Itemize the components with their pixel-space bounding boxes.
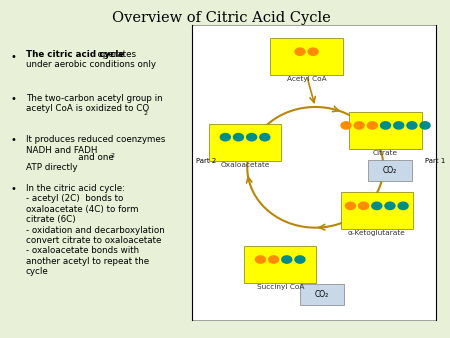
Circle shape [419,121,431,130]
Circle shape [367,121,378,130]
Circle shape [380,121,391,130]
FancyBboxPatch shape [209,124,281,161]
Circle shape [345,201,356,210]
Circle shape [397,201,409,210]
Circle shape [354,121,365,130]
Text: •: • [10,184,16,194]
Circle shape [371,201,382,210]
Text: Succinyl CoA: Succinyl CoA [256,284,304,290]
Circle shape [294,255,306,264]
FancyBboxPatch shape [341,192,413,230]
Text: operates
under aerobic conditions only: operates under aerobic conditions only [26,50,156,69]
Text: α-Ketoglutarate: α-Ketoglutarate [348,230,405,236]
FancyBboxPatch shape [193,25,436,320]
FancyBboxPatch shape [349,112,422,149]
Text: 2: 2 [143,111,147,116]
FancyBboxPatch shape [368,161,412,181]
FancyBboxPatch shape [270,38,343,75]
Text: •: • [10,94,16,103]
Text: and one
ATP directly: and one ATP directly [26,152,113,172]
Circle shape [294,47,306,56]
Text: Citrate: Citrate [373,150,398,156]
Text: CO₂: CO₂ [383,166,397,175]
Text: In the citric acid cycle:
- acetyl (2C)  bonds to
oxaloacetate (4C) to form
citr: In the citric acid cycle: - acetyl (2C) … [26,184,164,276]
Text: Oxaloacetate: Oxaloacetate [220,162,270,168]
Circle shape [268,255,279,264]
Circle shape [233,133,244,142]
Text: •: • [10,136,16,145]
Circle shape [393,121,405,130]
Circle shape [384,201,396,210]
Text: The citric acid cycle: The citric acid cycle [26,50,124,59]
FancyBboxPatch shape [244,246,316,283]
Circle shape [307,47,319,56]
Circle shape [406,121,418,130]
Text: Part 1: Part 1 [425,158,446,164]
Text: Acetyl CoA: Acetyl CoA [287,76,326,82]
Text: •: • [10,52,16,62]
Text: Overview of Citric Acid Cycle: Overview of Citric Acid Cycle [112,11,330,25]
Circle shape [246,133,257,142]
Text: CO₂: CO₂ [315,290,329,299]
Circle shape [220,133,231,142]
Circle shape [259,133,270,142]
Text: The two-carbon acetyl group in
acetyl CoA is oxidized to CO: The two-carbon acetyl group in acetyl Co… [26,94,162,113]
Text: Part 2: Part 2 [196,158,216,164]
Circle shape [281,255,292,264]
Text: It produces reduced coenzymes
NADH and FADH: It produces reduced coenzymes NADH and F… [26,136,165,155]
FancyBboxPatch shape [300,285,344,305]
Text: 2: 2 [110,152,114,158]
Circle shape [358,201,369,210]
Circle shape [340,121,352,130]
Circle shape [255,255,266,264]
